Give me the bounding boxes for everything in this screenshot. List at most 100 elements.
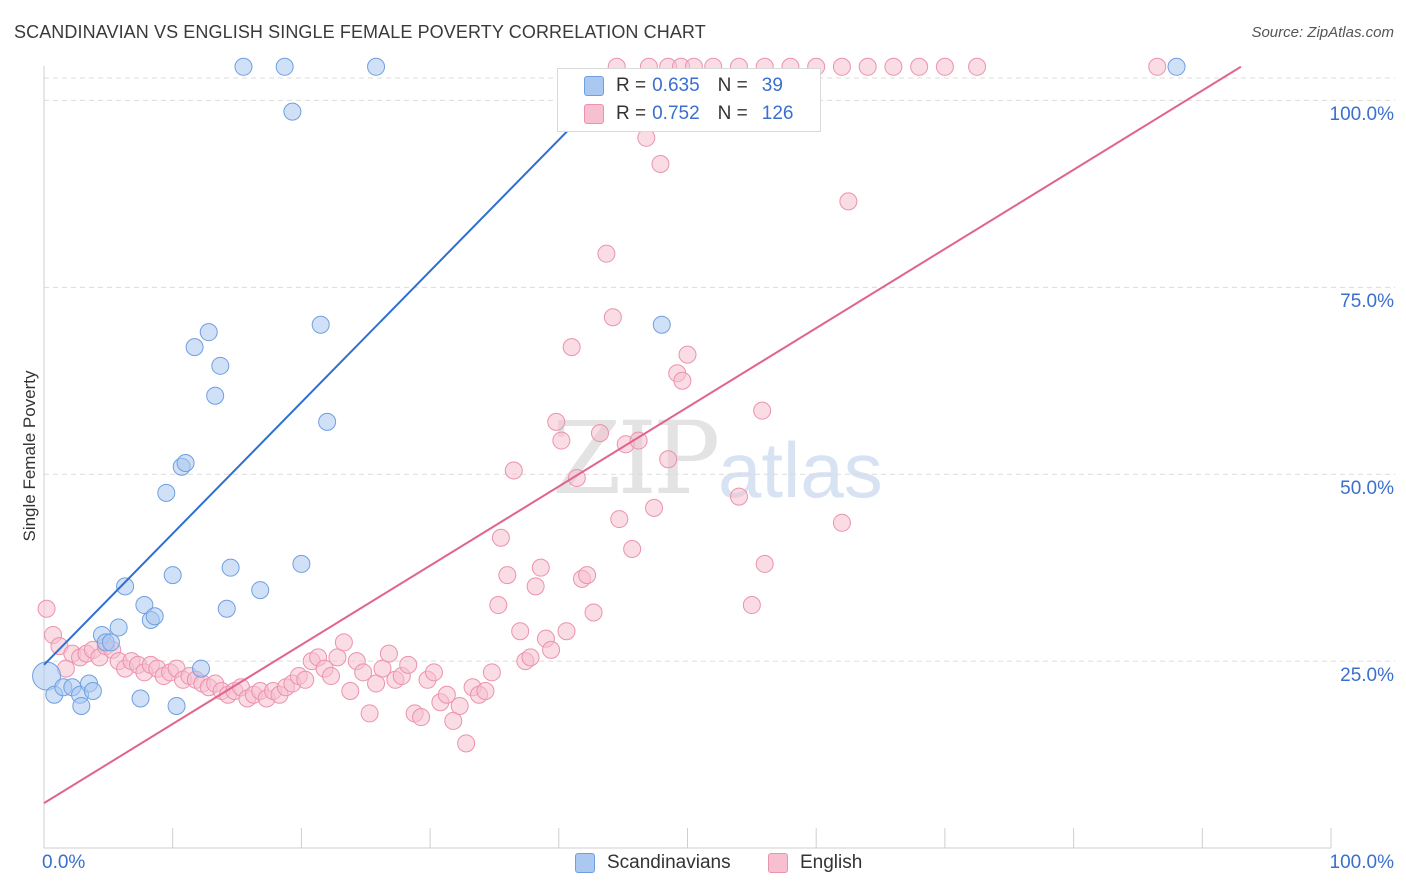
- legend-r-label: R =: [616, 75, 647, 96]
- scandinavian-point: [221, 558, 240, 577]
- legend-row-english: R = 0.752 N = 126: [584, 101, 793, 127]
- english-point: [373, 659, 392, 678]
- scandinavian-point: [192, 659, 211, 678]
- english-point: [1148, 57, 1167, 76]
- english-point: [584, 603, 603, 622]
- scandinavian-point: [275, 57, 294, 76]
- english-point: [412, 708, 431, 727]
- correlation-legend: R = 0.635 N = 39 R = 0.752 N = 126: [557, 68, 821, 132]
- legend-n-value: 126: [761, 103, 794, 124]
- english-point: [360, 704, 379, 723]
- english-point: [832, 57, 851, 76]
- english-point: [489, 596, 508, 615]
- english-point: [37, 599, 56, 618]
- english-point: [651, 154, 670, 173]
- english-point: [597, 244, 616, 263]
- english-point: [334, 633, 353, 652]
- english-point: [562, 338, 581, 357]
- english-swatch: [584, 104, 604, 124]
- english-point: [450, 696, 469, 715]
- english-point: [610, 510, 629, 529]
- scandinavian-point: [367, 57, 386, 76]
- scandinavian-point: [157, 483, 176, 502]
- english-point: [437, 685, 456, 704]
- english-point: [367, 674, 386, 693]
- legend-n-value: 39: [761, 75, 783, 96]
- scandinavian-point: [163, 566, 182, 585]
- english-points: [37, 57, 1167, 753]
- english-point: [590, 424, 609, 443]
- english-point: [729, 487, 748, 506]
- y-tick-label: 25.0%: [1340, 665, 1394, 687]
- y-tick-label: 50.0%: [1340, 478, 1394, 500]
- axes: [43, 66, 1332, 849]
- scandinavian-trend-line: [43, 99, 599, 666]
- english-point: [476, 682, 495, 701]
- legend-r-label: R =: [616, 103, 647, 124]
- scandinavian-point: [167, 696, 186, 715]
- scandinavian-point: [145, 607, 164, 626]
- x-tick-label-min: 0.0%: [42, 852, 86, 873]
- english-point: [322, 667, 341, 686]
- english-point: [328, 648, 347, 667]
- english-point: [623, 539, 642, 558]
- legend-n-label: N =: [717, 75, 748, 96]
- scandinavian-point: [251, 581, 270, 600]
- scandinavian-point: [217, 599, 236, 618]
- scandinavian-point: [72, 696, 91, 715]
- legend-r-value: 0.635: [652, 75, 700, 96]
- scandinavian-point: [176, 454, 195, 472]
- watermark-zip: ZIP: [552, 400, 720, 517]
- english-point: [379, 644, 398, 663]
- english-point: [678, 345, 697, 364]
- english-point: [296, 670, 315, 689]
- y-tick-label: 75.0%: [1340, 291, 1394, 313]
- english-point: [910, 57, 929, 76]
- scandinavian-point: [292, 554, 311, 573]
- scandinavian-point: [135, 596, 154, 615]
- english-point: [341, 682, 360, 701]
- scandinavian-point: [283, 102, 302, 121]
- bottom-legend-english[interactable]: English: [768, 852, 862, 874]
- scandinavian-point: [211, 356, 230, 375]
- chart-title: SCANDINAVIAN VS ENGLISH SINGLE FEMALE PO…: [14, 22, 706, 42]
- english-label: English: [800, 852, 863, 873]
- scandinavian-point: [318, 412, 337, 431]
- english-point: [482, 663, 501, 682]
- legend-row-scandinavian: R = 0.635 N = 39: [584, 73, 783, 99]
- english-point: [755, 554, 774, 573]
- scandinavians-label: Scandinavians: [607, 852, 731, 873]
- english-trend-line: [43, 65, 1242, 804]
- english-point: [629, 431, 648, 450]
- legend-r-value: 0.752: [652, 103, 700, 124]
- scandinavian-point: [652, 315, 671, 334]
- legend-n-label: N =: [717, 103, 748, 124]
- x-tick-label-max: 100.0%: [1329, 852, 1394, 873]
- english-point: [742, 596, 761, 615]
- scandinavian-point: [109, 618, 128, 637]
- english-point: [673, 371, 692, 390]
- english-point: [444, 711, 463, 730]
- english-point: [603, 308, 622, 327]
- english-point: [542, 640, 561, 659]
- english-point: [578, 566, 597, 585]
- english-point: [424, 663, 443, 682]
- english-point: [935, 57, 954, 76]
- scandinavian-swatch: [584, 76, 604, 96]
- english-point: [858, 57, 877, 76]
- bottom-legend-scandinavians[interactable]: Scandinavians: [575, 852, 731, 874]
- source-note: Source: ZipAtlas.com: [1251, 24, 1394, 41]
- english-point: [832, 513, 851, 532]
- scandinavian-point: [1167, 57, 1186, 76]
- english-point: [504, 461, 523, 480]
- english-point: [659, 450, 678, 469]
- english-swatch-bottom: [768, 853, 788, 873]
- scandinavian-point: [101, 633, 120, 652]
- english-point: [552, 431, 571, 450]
- scandinavian-point: [234, 57, 253, 76]
- english-point: [547, 412, 566, 431]
- y-tick-label: 100.0%: [1329, 104, 1394, 126]
- scandinavian-points: [32, 57, 1186, 715]
- english-point: [526, 577, 545, 596]
